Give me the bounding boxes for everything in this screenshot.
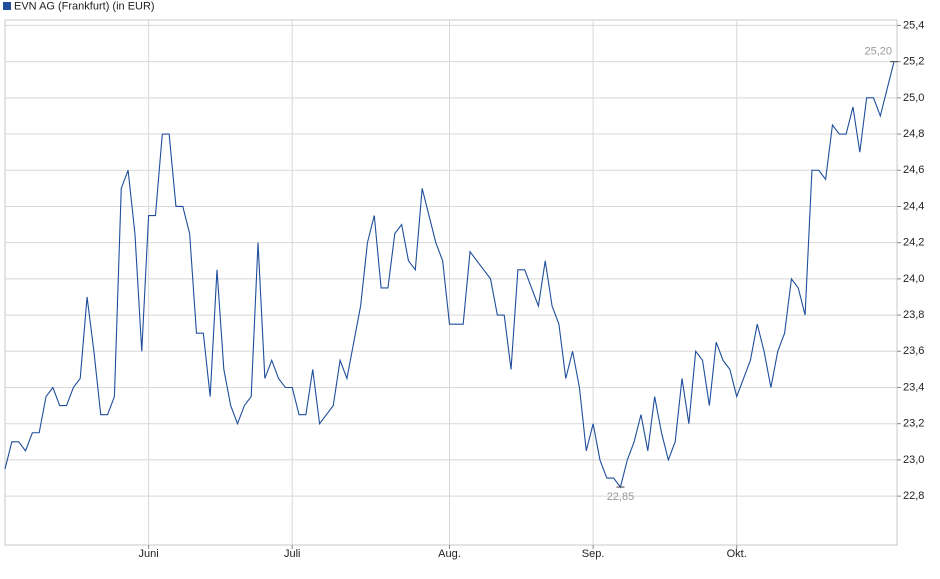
x-tick-label: Okt. — [727, 548, 747, 560]
y-tick-label: 25,4 — [903, 19, 924, 31]
y-tick-label: 24,8 — [903, 128, 924, 140]
y-tick-label: 23,4 — [903, 381, 924, 393]
annotation-label: 22,85 — [607, 491, 635, 503]
y-tick-label: 25,0 — [903, 92, 924, 104]
x-tick-label: Aug. — [438, 548, 461, 560]
y-tick-label: 23,8 — [903, 309, 924, 321]
y-tick-label: 24,4 — [903, 200, 924, 212]
annotation-label: 25,20 — [864, 46, 892, 58]
price-line — [4, 61, 895, 489]
y-tick-label: 22,8 — [903, 490, 924, 502]
x-tick-label: Sep. — [582, 548, 605, 560]
y-tick-label: 23,0 — [903, 454, 924, 466]
legend-label: EVN AG (Frankfurt) (in EUR) — [14, 0, 155, 12]
x-tick-label: Juni — [139, 548, 159, 560]
y-tick-label: 24,2 — [903, 237, 924, 249]
x-tick-label: Juli — [284, 548, 301, 560]
y-tick-label: 23,6 — [903, 345, 924, 357]
y-tick-label: 24,6 — [903, 164, 924, 176]
y-tick-label: 24,0 — [903, 273, 924, 285]
plot-frame — [4, 19, 898, 546]
legend-swatch — [3, 2, 11, 10]
y-tick-label: 23,2 — [903, 418, 924, 430]
y-tick-label: 25,2 — [903, 56, 924, 68]
